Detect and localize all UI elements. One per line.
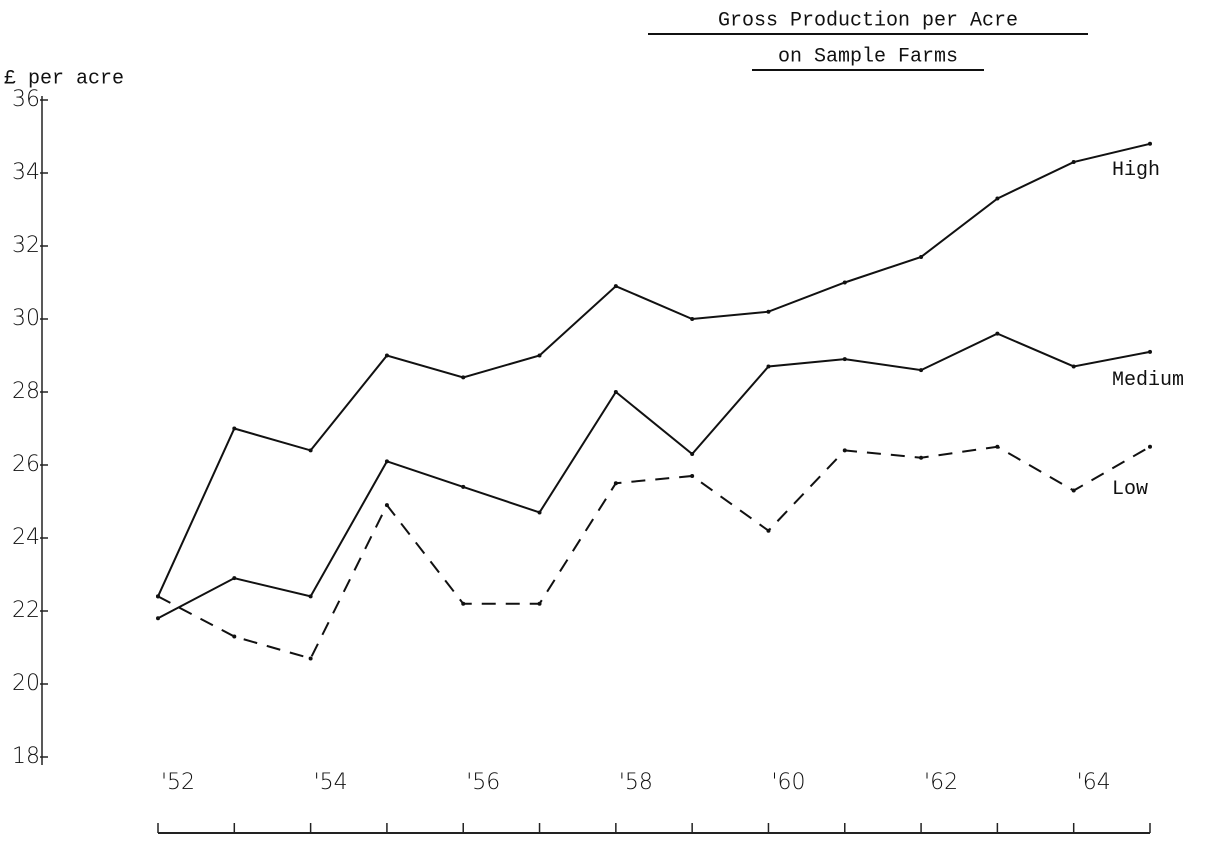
data-point	[766, 528, 771, 533]
data-point	[1071, 160, 1076, 165]
chart-title: Gross Production per Acre	[718, 9, 1018, 32]
x-tick-label: '52	[161, 770, 195, 795]
series-label: Medium	[1112, 369, 1184, 392]
y-tick-label: 30	[12, 306, 40, 331]
data-point	[308, 448, 313, 453]
data-point	[1148, 444, 1152, 449]
data-point	[919, 368, 924, 373]
chart-subtitle: on Sample Farms	[778, 45, 958, 68]
data-point	[1071, 488, 1076, 493]
data-point	[1148, 349, 1152, 354]
series-label: High	[1112, 159, 1160, 182]
data-point	[384, 503, 389, 508]
series-label: Low	[1112, 478, 1148, 501]
data-point	[537, 510, 542, 515]
data-point	[842, 280, 847, 285]
data-point	[842, 448, 847, 453]
x-tick-label: '60	[771, 770, 805, 795]
y-tick-label: 26	[12, 452, 40, 477]
data-point	[919, 455, 924, 460]
y-tick-label: 18	[12, 744, 40, 769]
data-point	[308, 594, 313, 599]
data-point	[461, 601, 466, 606]
data-point	[766, 309, 771, 314]
x-tick-label: '64	[1077, 770, 1111, 795]
data-point	[384, 459, 389, 464]
data-point	[232, 576, 237, 581]
data-point	[995, 196, 1000, 201]
x-tick-label: '54	[314, 770, 348, 795]
data-point	[537, 353, 542, 358]
y-tick-label: 36	[12, 87, 40, 112]
data-point	[995, 331, 1000, 336]
data-point	[690, 473, 695, 478]
y-tick-label: 32	[12, 233, 40, 258]
data-point	[1071, 364, 1076, 369]
data-point	[613, 481, 618, 486]
data-point	[232, 426, 237, 431]
y-axis-label: £ per acre	[4, 67, 124, 90]
x-tick-label: '62	[924, 770, 958, 795]
data-point	[461, 375, 466, 380]
y-tick-label: 20	[12, 671, 40, 696]
data-point	[384, 353, 389, 358]
y-tick-label: 24	[12, 525, 40, 550]
y-tick-label: 28	[12, 379, 40, 404]
data-point	[690, 317, 695, 321]
data-point	[308, 656, 313, 661]
series-line	[157, 332, 1151, 620]
series-line	[157, 142, 1151, 597]
x-tick-label: '56	[466, 770, 500, 795]
series-line	[157, 445, 1151, 660]
data-point	[613, 284, 618, 289]
data-point	[232, 634, 237, 639]
data-point	[1148, 141, 1152, 146]
y-tick-label: 34	[12, 160, 40, 185]
data-point	[537, 601, 542, 606]
data-point	[461, 484, 466, 489]
data-point	[690, 452, 695, 457]
data-point	[156, 594, 160, 599]
data-point	[842, 357, 847, 362]
data-point	[613, 390, 618, 394]
y-tick-label: 22	[12, 598, 40, 623]
data-point	[156, 616, 160, 621]
data-point	[995, 444, 1000, 449]
data-point	[919, 254, 924, 259]
data-point	[766, 364, 771, 369]
x-tick-label: '58	[619, 770, 653, 795]
